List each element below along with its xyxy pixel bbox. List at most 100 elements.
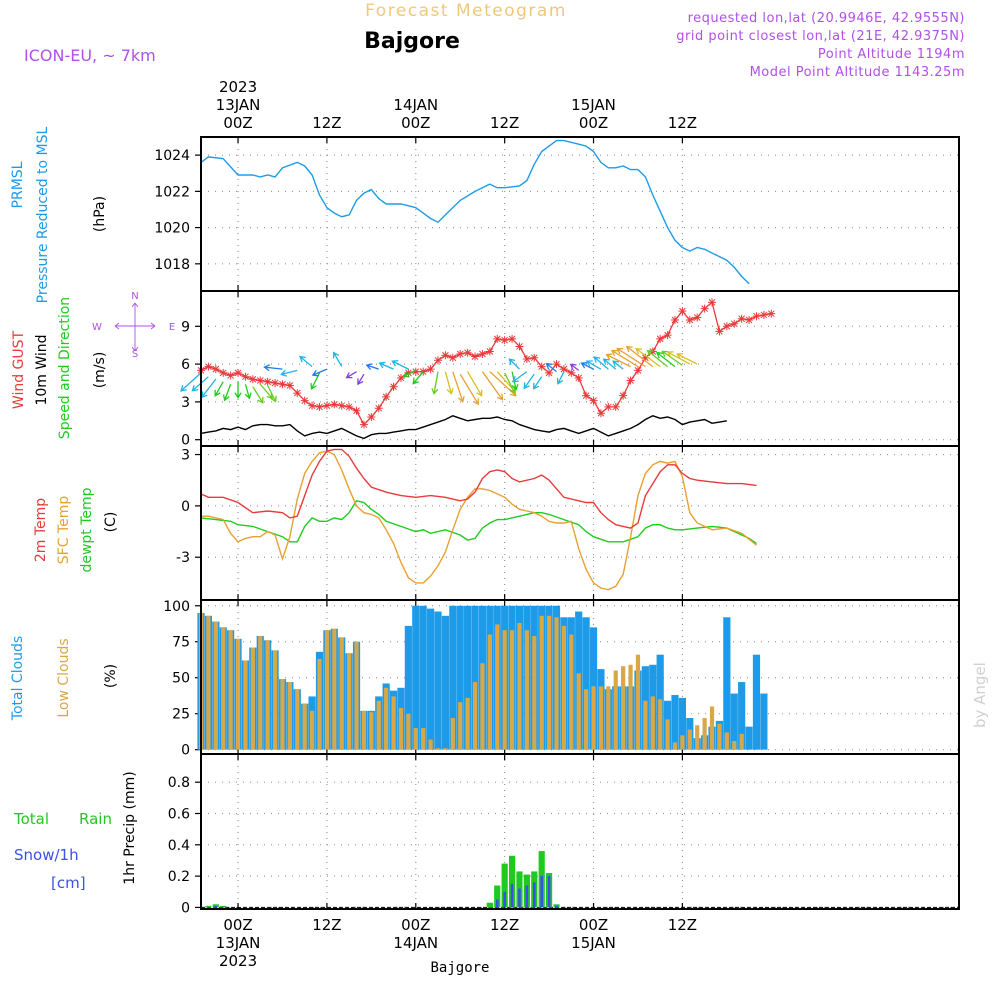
snow-bar <box>547 876 551 908</box>
gust-marker <box>493 334 502 343</box>
wind-direction-arrow <box>593 356 609 370</box>
wind-direction-arrow <box>467 371 483 397</box>
dewpt-label: dewpt Temp <box>79 487 95 572</box>
low-cloud-bar <box>584 689 589 750</box>
clouds-panel: 0 25 50 75 100 <box>163 599 960 759</box>
total-cloud-bar <box>752 654 761 750</box>
low-cloud-bar <box>598 686 604 750</box>
gust-marker <box>204 362 213 371</box>
gust-marker <box>522 355 531 364</box>
low-cloud-bar <box>302 703 307 750</box>
gust-marker <box>611 402 620 411</box>
top-time-label: 12Z <box>490 114 519 132</box>
wind-direction-arrow <box>511 371 528 383</box>
gust-marker <box>752 312 761 321</box>
total-cloud-bar <box>412 605 420 750</box>
precip-rain-label: Rain <box>79 810 112 828</box>
gust-marker <box>567 368 576 377</box>
low-cloud-bar <box>354 641 359 750</box>
gust-marker <box>441 351 450 360</box>
wind-direction-arrow <box>252 386 264 404</box>
gust-marker <box>278 380 287 389</box>
low-cloud-bar <box>309 710 315 750</box>
y-tick-label: 0.8 <box>168 775 190 791</box>
gust-marker <box>589 396 598 405</box>
bottom-date-label: 14JAN <box>393 934 438 952</box>
total-cloud-bar <box>723 617 731 750</box>
gust-marker <box>515 342 524 351</box>
snow-bar <box>503 891 506 908</box>
low-cloud-bar <box>243 660 248 750</box>
panel-labels: PRMSL Pressure Reduced to MSL (hPa) Wind GU… <box>10 126 138 892</box>
wind-direction-arrow <box>201 378 217 399</box>
low-cloud-bar <box>687 729 692 750</box>
low-cloud-bar <box>339 637 344 750</box>
gust-marker <box>256 376 265 385</box>
gust-marker <box>619 391 628 400</box>
low-cloud-bar <box>665 719 670 750</box>
compass-south: S <box>132 349 138 360</box>
low-cloud-bar <box>406 713 411 750</box>
wind-unit: (m/s) <box>92 352 108 389</box>
gust-marker <box>411 367 420 376</box>
gust-marker <box>226 371 235 380</box>
precip-panel: 0 0.2 0.4 0.6 0.8 <box>168 753 960 916</box>
low-cloud-bar <box>554 617 559 750</box>
pressure-label-short: PRMSL <box>10 161 26 208</box>
wind-direction-arrow <box>646 349 669 368</box>
low-cloud-bar <box>532 635 537 750</box>
gust-marker <box>419 367 428 376</box>
low-cloud-bar <box>702 718 707 750</box>
low-cloud-bar <box>680 735 685 750</box>
low-cloud-bar <box>739 733 744 750</box>
footer-location: Bajgore <box>430 960 489 976</box>
precip-snow-unit: [cm] <box>51 874 86 892</box>
gust-marker <box>308 401 317 410</box>
gust-marker <box>552 360 561 369</box>
bottom-date-label: 15JAN <box>571 934 616 952</box>
low-cloud-bar <box>228 630 233 750</box>
gust-marker <box>685 315 694 324</box>
wind-direction-arrow <box>635 347 661 368</box>
wind-direction-arrow <box>431 371 439 395</box>
low-cloud-bar <box>421 728 426 750</box>
gust-marker <box>604 402 613 411</box>
wind-direction-arrow <box>378 361 394 370</box>
wind-direction-arrow <box>580 362 594 370</box>
location-title: Bajgore <box>364 29 460 54</box>
bottom-date-label: 13JAN <box>216 934 261 952</box>
snow-bar <box>510 883 514 908</box>
low-cloud-bar <box>517 623 522 750</box>
point-altitude: Point Altitude 1194m <box>818 47 965 62</box>
gust-marker <box>508 334 517 343</box>
gust-marker <box>626 376 635 385</box>
low-cloud-bar <box>369 712 374 750</box>
gust-marker <box>663 331 672 340</box>
gust-marker <box>248 375 257 384</box>
gust-marker <box>352 406 361 415</box>
panel-frame <box>200 136 960 292</box>
wind-direction-arrow <box>365 363 379 370</box>
gust-marker <box>715 327 724 336</box>
low-cloud-bar <box>480 663 485 750</box>
total-cloud-bar <box>745 726 753 750</box>
low-cloud-bar <box>672 742 678 750</box>
wind-direction-arrow <box>661 350 683 366</box>
low-cloud-bar <box>450 718 455 750</box>
low-cloud-bar <box>650 696 655 750</box>
low-cloud-bar <box>606 686 611 750</box>
gust-marker <box>234 368 243 377</box>
total-cloud-bar <box>582 617 590 750</box>
total-cloud-bar <box>434 611 442 750</box>
total-cloud-bar <box>404 625 412 750</box>
low-cloud-bar <box>613 670 618 750</box>
low-cloud-bar <box>509 630 515 750</box>
gust-marker <box>582 391 591 400</box>
low-cloud-bar <box>695 725 700 750</box>
bottom-year-label: 2023 <box>219 952 257 970</box>
wind-direction-arrow <box>357 373 365 386</box>
wind-direction-arrow <box>299 355 313 368</box>
gust-marker <box>315 402 324 411</box>
bottom-time-label: 12Z <box>312 916 341 934</box>
wind-direction-arrow <box>263 364 283 372</box>
